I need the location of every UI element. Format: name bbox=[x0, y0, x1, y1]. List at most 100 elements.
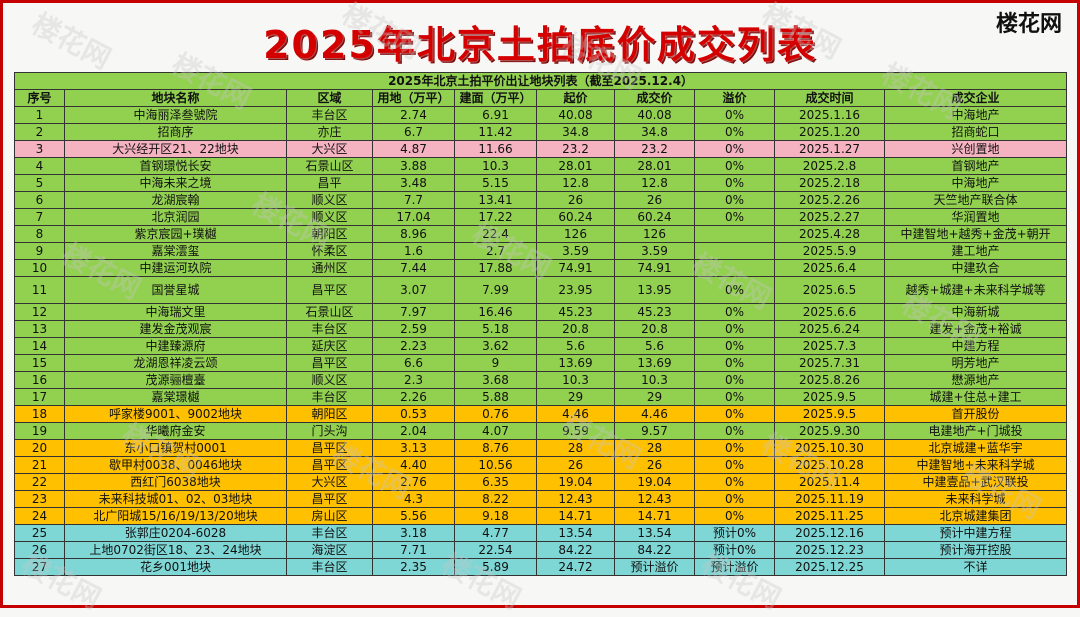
header-plot-name: 地块名称 bbox=[64, 89, 287, 107]
cell-deal-price: 28 bbox=[614, 439, 695, 457]
cell-buyer: 中建智地+未来科学城 bbox=[883, 456, 1068, 474]
cell-index: 27 bbox=[14, 558, 65, 576]
cell-deal-price: 10.3 bbox=[614, 371, 695, 389]
table-row: 1 中海丽泽叁號院 丰台区 2.74 6.91 40.08 40.08 0% 2025.1.16… bbox=[14, 106, 1068, 124]
table-row: 16 茂源骊檀臺 顺义区 2.3 3.68 10.3 10.3 0% 2025.8.26 懋源地产 bbox=[14, 371, 1068, 389]
cell-premium: 0% bbox=[694, 140, 775, 158]
cell-premium: 0% bbox=[694, 507, 775, 525]
cell-start-price: 12.43 bbox=[536, 490, 615, 508]
cell-floor-area: 22.4 bbox=[454, 225, 537, 243]
header-deal-date: 成交时间 bbox=[774, 89, 885, 107]
cell-buyer: 中建玖合 bbox=[883, 259, 1068, 277]
cell-land-area: 7.97 bbox=[372, 303, 455, 321]
cell-district: 石景山区 bbox=[286, 157, 373, 175]
cell-plot-name: 东小口镇贺村0001 bbox=[64, 439, 287, 457]
cell-plot-name: 龙湖恩祥凌云颂 bbox=[64, 354, 287, 372]
cell-land-area: 2.23 bbox=[372, 337, 455, 355]
cell-index: 18 bbox=[14, 405, 65, 423]
cell-buyer: 首钢地产 bbox=[883, 157, 1068, 175]
cell-index: 6 bbox=[14, 191, 65, 209]
cell-floor-area: 10.56 bbox=[454, 456, 537, 474]
cell-floor-area: 7.99 bbox=[454, 276, 537, 304]
cell-district: 丰台区 bbox=[286, 558, 373, 576]
cell-land-area: 7.44 bbox=[372, 259, 455, 277]
header-premium: 溢价 bbox=[694, 89, 775, 107]
cell-deal-price: 预计溢价 bbox=[614, 558, 695, 576]
cell-floor-area: 13.41 bbox=[454, 191, 537, 209]
cell-index: 13 bbox=[14, 320, 65, 338]
cell-district: 房山区 bbox=[286, 507, 373, 525]
cell-deal-date: 2025.2.27 bbox=[774, 208, 885, 226]
table-row: 20 东小口镇贺村0001 昌平区 3.13 8.76 28 28 0% 2025.10.30 北… bbox=[14, 439, 1068, 457]
cell-deal-price: 12.8 bbox=[614, 174, 695, 192]
cell-premium: 0% bbox=[694, 276, 775, 304]
table-caption: 2025年北京土拍平价出让地块列表（截至2025.12.4） bbox=[13, 72, 1068, 90]
cell-index: 14 bbox=[14, 337, 65, 355]
table-row: 6 龙湖宸翰 顺义区 7.7 13.41 26 26 0% 2025.2.26 天竺地产联合体 bbox=[14, 191, 1068, 209]
cell-start-price: 28.01 bbox=[536, 157, 615, 175]
cell-land-area: 0.53 bbox=[372, 405, 455, 423]
cell-district: 顺义区 bbox=[286, 371, 373, 389]
cell-land-area: 4.87 bbox=[372, 140, 455, 158]
cell-district: 朝阳区 bbox=[286, 405, 373, 423]
cell-start-price: 26 bbox=[536, 191, 615, 209]
brand-logo: 楼花网 bbox=[995, 11, 1062, 37]
cell-index: 25 bbox=[14, 524, 65, 542]
cell-deal-price: 5.6 bbox=[614, 337, 695, 355]
cell-start-price: 10.3 bbox=[536, 371, 615, 389]
table-row: 14 中建臻源府 延庆区 2.23 3.62 5.6 5.6 0% 2025.7.3 中建方程 bbox=[14, 337, 1068, 355]
cell-district: 昌平区 bbox=[286, 276, 373, 304]
cell-floor-area: 6.91 bbox=[454, 106, 537, 124]
cell-district: 通州区 bbox=[286, 259, 373, 277]
table-row: 24 北广阳城15/16/19/13/20地块 房山区 5.56 9.18 14.71 14… bbox=[14, 507, 1068, 525]
table-row: 4 首钢璟悦长安 石景山区 3.88 10.3 28.01 28.01 0% 2025.2.8 首… bbox=[14, 157, 1068, 175]
cell-floor-area: 17.22 bbox=[454, 208, 537, 226]
cell-plot-name: 花乡001地块 bbox=[64, 558, 287, 576]
cell-deal-date: 2025.7.31 bbox=[774, 354, 885, 372]
cell-buyer: 中海新城 bbox=[883, 303, 1068, 321]
cell-plot-name: 首钢璟悦长安 bbox=[64, 157, 287, 175]
cell-buyer: 中建智地+越秀+金茂+朝开 bbox=[883, 225, 1068, 243]
cell-floor-area: 22.54 bbox=[454, 541, 537, 559]
cell-buyer: 建发+金茂+裕诚 bbox=[883, 320, 1068, 338]
cell-start-price: 74.91 bbox=[536, 259, 615, 277]
cell-deal-price: 3.59 bbox=[614, 242, 695, 260]
cell-plot-name: 未来科技城01、02、03地块 bbox=[64, 490, 287, 508]
cell-deal-date: 2025.9.5 bbox=[774, 405, 885, 423]
cell-deal-date: 2025.9.5 bbox=[774, 388, 885, 406]
cell-land-area: 7.71 bbox=[372, 541, 455, 559]
cell-plot-name: 中建运河玖院 bbox=[64, 259, 287, 277]
cell-start-price: 126 bbox=[536, 225, 615, 243]
cell-plot-name: 北京润园 bbox=[64, 208, 287, 226]
cell-floor-area: 16.46 bbox=[454, 303, 537, 321]
cell-deal-date: 2025.7.3 bbox=[774, 337, 885, 355]
cell-start-price: 14.71 bbox=[536, 507, 615, 525]
cell-district: 昌平区 bbox=[286, 354, 373, 372]
cell-deal-date: 2025.5.9 bbox=[774, 242, 885, 260]
cell-buyer: 中建壹品+武汉联投 bbox=[883, 473, 1068, 491]
cell-district: 石景山区 bbox=[286, 303, 373, 321]
cell-deal-date: 2025.10.30 bbox=[774, 439, 885, 457]
cell-buyer: 电建地产+门城投 bbox=[883, 422, 1068, 440]
land-auction-table: 2025年北京土拍平价出让地块列表（截至2025.12.4） 序号 地块名称 区… bbox=[13, 72, 1068, 576]
cell-buyer: 北京城建+蓝华宇 bbox=[883, 439, 1068, 457]
cell-deal-price: 45.23 bbox=[614, 303, 695, 321]
cell-floor-area: 5.15 bbox=[454, 174, 537, 192]
cell-buyer: 中建方程 bbox=[883, 337, 1068, 355]
cell-district: 昌平 bbox=[286, 174, 373, 192]
cell-land-area: 2.76 bbox=[372, 473, 455, 491]
cell-land-area: 3.88 bbox=[372, 157, 455, 175]
cell-district: 丰台区 bbox=[286, 320, 373, 338]
header-land-area: 用地（万平） bbox=[372, 89, 455, 107]
cell-floor-area: 11.42 bbox=[454, 123, 537, 141]
cell-start-price: 45.23 bbox=[536, 303, 615, 321]
cell-plot-name: 张郭庄0204-6028 bbox=[64, 524, 287, 542]
cell-floor-area: 9.18 bbox=[454, 507, 537, 525]
cell-district: 亦庄 bbox=[286, 123, 373, 141]
cell-deal-date: 2025.6.5 bbox=[774, 276, 885, 304]
cell-deal-price: 4.46 bbox=[614, 405, 695, 423]
table-row: 21 歇甲村0038、0046地块 昌平区 4.40 10.56 26 26 0% 2025.1… bbox=[14, 456, 1068, 474]
cell-land-area: 3.13 bbox=[372, 439, 455, 457]
cell-floor-area: 3.68 bbox=[454, 371, 537, 389]
